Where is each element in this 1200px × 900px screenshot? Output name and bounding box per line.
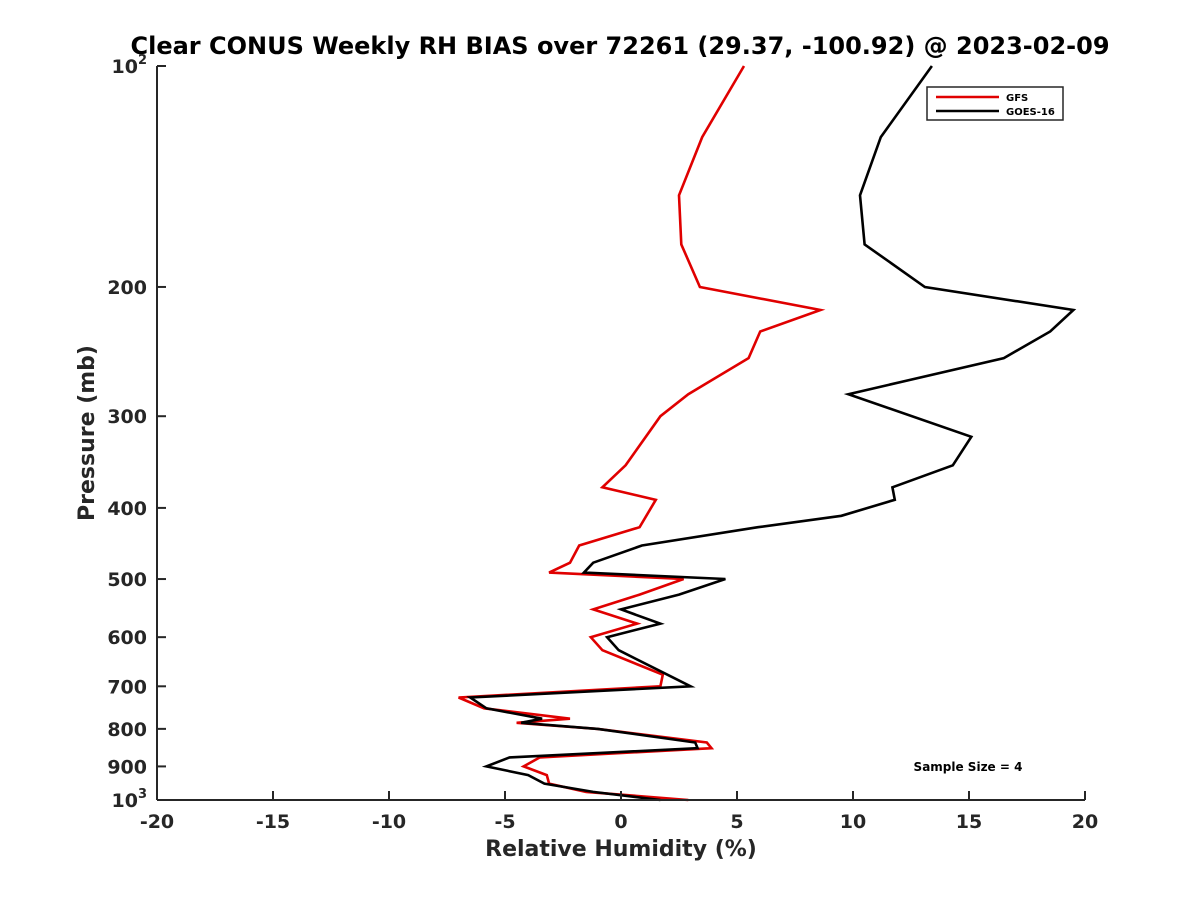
x-tick-label: 10 bbox=[840, 811, 866, 833]
y-tick-base: 700 bbox=[107, 676, 147, 698]
y-tick-label: 700 bbox=[107, 676, 147, 698]
y-tick-label: 103 bbox=[112, 787, 148, 812]
y-tick-base: 10 bbox=[112, 56, 138, 78]
x-tick-label: 0 bbox=[614, 811, 627, 833]
y-axis-label: Pressure (mb) bbox=[75, 345, 100, 521]
legend-label: GFS bbox=[1006, 93, 1028, 104]
x-tick-label: -15 bbox=[256, 811, 290, 833]
y-tick-base: 10 bbox=[112, 790, 138, 812]
x-tick-label: -10 bbox=[372, 811, 406, 833]
y-tick-base: 400 bbox=[107, 498, 147, 520]
chart-title: Clear CONUS Weekly RH BIAS over 72261 (2… bbox=[130, 32, 1109, 60]
y-tick-base: 300 bbox=[107, 406, 147, 428]
y-tick-exponent: 2 bbox=[138, 53, 147, 68]
y-tick-label: 300 bbox=[107, 406, 147, 428]
x-tick-label: 20 bbox=[1072, 811, 1098, 833]
x-tick-label: -5 bbox=[494, 811, 515, 833]
series-line-goes-16 bbox=[466, 65, 1077, 802]
series-line-gfs bbox=[458, 65, 826, 802]
y-tick-exponent: 3 bbox=[138, 787, 147, 802]
y-tick-base: 600 bbox=[107, 627, 147, 649]
y-tick-label: 900 bbox=[107, 756, 147, 778]
y-tick-label: 600 bbox=[107, 627, 147, 649]
x-axis-label: Relative Humidity (%) bbox=[485, 837, 757, 862]
legend-label: GOES-16 bbox=[1006, 107, 1055, 118]
y-tick-base: 500 bbox=[107, 569, 147, 591]
y-tick-label: 500 bbox=[107, 569, 147, 591]
legend: GFS GOES-16 bbox=[926, 86, 1064, 121]
x-tick-label: -20 bbox=[140, 811, 174, 833]
x-tick-label: 5 bbox=[730, 811, 743, 833]
x-tick-label: 15 bbox=[956, 811, 982, 833]
sample-size-annotation: Sample Size = 4 bbox=[914, 760, 1023, 774]
series-layer bbox=[458, 65, 1077, 802]
legend-box bbox=[926, 86, 1064, 121]
y-tick-label: 200 bbox=[107, 277, 147, 299]
y-tick-label: 102 bbox=[112, 53, 148, 78]
y-tick-label: 800 bbox=[107, 719, 147, 741]
y-tick-label: 400 bbox=[107, 498, 147, 520]
axes-layer: -20 -15 -10 -5 0 5 10 15 20102200300400500600700… bbox=[107, 53, 1098, 833]
y-tick-base: 900 bbox=[107, 756, 147, 778]
y-tick-base: 200 bbox=[107, 277, 147, 299]
y-tick-base: 800 bbox=[107, 719, 147, 741]
